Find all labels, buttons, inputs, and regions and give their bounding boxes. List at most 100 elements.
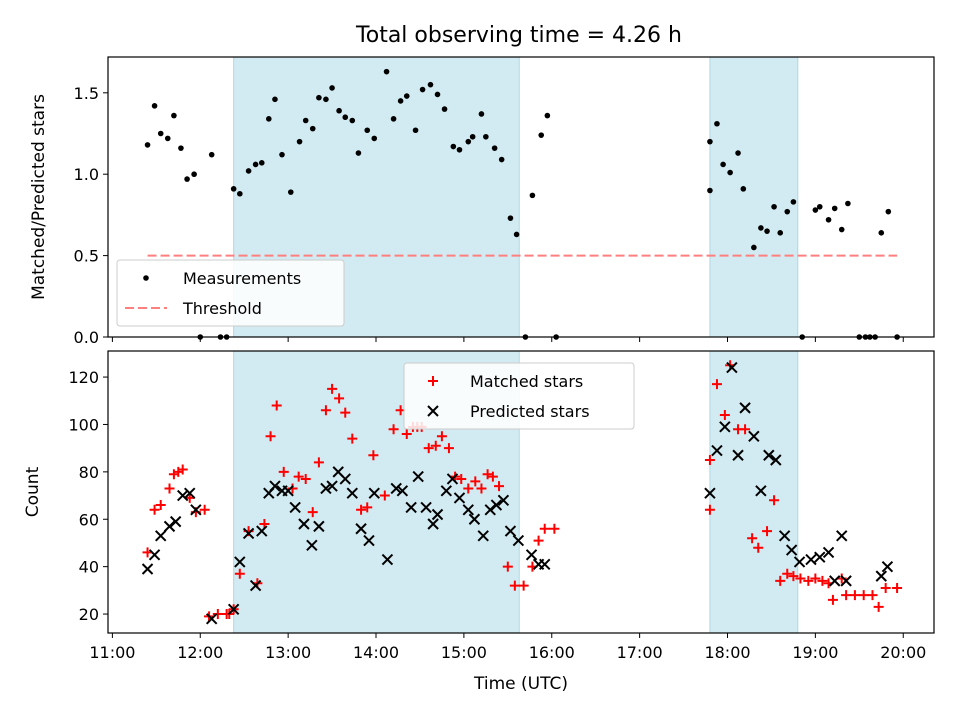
data-point <box>740 186 747 192</box>
legend-label: Threshold <box>182 299 262 318</box>
data-point <box>190 504 202 516</box>
legend-box <box>403 362 635 430</box>
x-tick-label: 17:00 <box>617 643 663 662</box>
data-point <box>334 393 345 404</box>
data-point <box>755 485 767 497</box>
data-point <box>867 590 878 601</box>
data-point <box>383 68 390 75</box>
axes-frame <box>107 350 935 634</box>
data-point <box>790 199 797 205</box>
data-point <box>320 482 332 495</box>
data-point <box>388 424 399 435</box>
data-point <box>892 582 903 593</box>
data-point <box>758 225 764 231</box>
data-point <box>793 556 806 568</box>
data-point <box>356 504 367 515</box>
data-point <box>176 489 189 502</box>
data-point <box>777 230 784 236</box>
data-point <box>401 428 412 439</box>
data-point <box>149 504 160 515</box>
data-point <box>465 138 472 145</box>
data-point <box>719 421 731 433</box>
series-matched-stars <box>142 360 903 622</box>
observing-window-2 <box>709 56 799 338</box>
data-point <box>296 138 303 145</box>
data-point <box>349 117 356 124</box>
data-point <box>323 96 329 103</box>
data-point <box>468 513 481 525</box>
data-point <box>431 508 444 521</box>
data-point <box>326 480 338 492</box>
data-point <box>812 207 819 213</box>
observing-window-2 <box>709 350 799 634</box>
data-point <box>412 470 424 483</box>
data-point <box>491 145 498 151</box>
data-point <box>355 150 362 156</box>
data-point <box>497 494 510 507</box>
data-point <box>169 515 182 528</box>
data-point <box>753 542 764 553</box>
data-point <box>327 383 338 394</box>
y-tick-label: 0.0 <box>74 328 99 347</box>
data-point <box>379 490 390 501</box>
data-point <box>336 107 342 114</box>
data-point <box>849 590 860 601</box>
data-point <box>494 481 505 492</box>
data-point <box>363 534 375 547</box>
data-point <box>762 526 773 537</box>
data-point <box>704 504 715 515</box>
data-point <box>234 568 245 579</box>
y-tick-label: 60 <box>79 510 99 529</box>
count-panel: 20 40 60 80 100 120 11:00 12:00 13:00 14:00 15:00 1… <box>23 350 935 694</box>
x-tick-label: 12:00 <box>177 643 223 662</box>
data-point <box>430 440 441 451</box>
data-point <box>456 146 463 153</box>
data-point <box>412 127 419 134</box>
data-point <box>368 487 380 499</box>
data-point <box>316 94 322 101</box>
data-point <box>885 208 892 215</box>
data-point <box>230 186 237 192</box>
data-point <box>711 379 722 390</box>
data-point <box>266 116 272 122</box>
data-point <box>249 579 262 592</box>
data-point <box>873 601 884 612</box>
data-point <box>828 575 841 587</box>
data-point <box>704 487 716 499</box>
data-point <box>539 523 550 534</box>
data-point <box>764 228 770 234</box>
data-point <box>208 151 215 158</box>
data-point <box>396 485 409 497</box>
data-point <box>405 501 417 514</box>
ratio-panel: 0.0 0.5 1.0 1.5 Matched/Predicted stars Measu… <box>29 56 935 347</box>
data-point <box>748 430 760 443</box>
data-point <box>265 431 276 442</box>
data-point <box>155 500 166 511</box>
data-point <box>482 469 493 480</box>
data-point <box>309 125 316 132</box>
data-point <box>340 407 351 418</box>
data-point <box>778 530 791 542</box>
legend-marker <box>143 275 149 281</box>
data-point <box>502 561 513 572</box>
data-point <box>719 409 730 420</box>
data-point <box>476 483 487 494</box>
data-point <box>498 156 505 163</box>
data-point <box>518 580 529 591</box>
data-point <box>875 570 887 582</box>
data-point <box>245 168 252 174</box>
data-point <box>177 464 188 475</box>
data-point <box>533 535 544 546</box>
data-point <box>732 449 744 461</box>
data-point <box>477 530 489 542</box>
data-point <box>838 226 845 233</box>
data-point <box>381 553 394 566</box>
y-tick-label: 40 <box>79 558 99 577</box>
data-point <box>880 582 891 593</box>
data-point <box>751 244 757 251</box>
data-point <box>390 116 397 122</box>
data-point <box>368 450 379 461</box>
data-point <box>339 473 351 485</box>
data-point <box>443 443 454 454</box>
